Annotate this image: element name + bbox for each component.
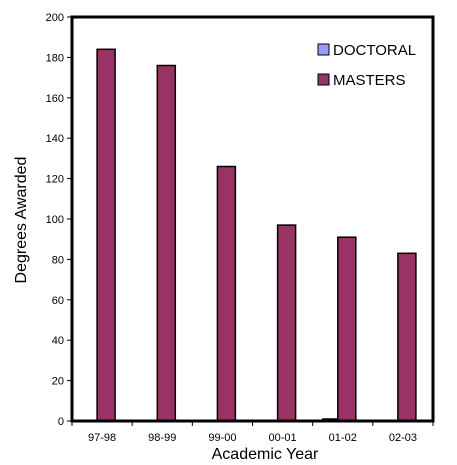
x-axis-title: Academic Year — [212, 446, 319, 463]
y-tick-label: 20 — [52, 376, 64, 388]
x-tick-label: 02-03 — [389, 432, 417, 444]
x-tick-label: 97-98 — [88, 432, 116, 444]
x-ticks: 97-98 98-99 99-00 00-01 01-02 02-03 — [71, 421, 434, 444]
y-tick-label: 140 — [46, 133, 64, 145]
legend-swatch-doctoral — [317, 43, 330, 56]
y-axis-title: Degrees Awarded — [13, 157, 30, 284]
y-tick-label: 180 — [46, 52, 64, 64]
y-tick-label: 120 — [46, 174, 64, 186]
x-tick-label: 00-01 — [269, 432, 297, 444]
x-tick-label: 98-99 — [148, 432, 176, 444]
bar-masters-97-98 — [96, 48, 116, 422]
y-tick-label: 200 — [46, 12, 64, 24]
bar-masters-02-03 — [397, 252, 417, 422]
legend: DOCTORAL MASTERS — [317, 42, 416, 89]
y-tick-label: 60 — [52, 295, 64, 307]
legend-swatch-masters — [317, 73, 330, 86]
x-tick-label: 01-02 — [329, 432, 357, 444]
bars-layer — [96, 48, 417, 422]
legend-label-doctoral: DOCTORAL — [333, 42, 416, 59]
y-tick-label: 160 — [46, 93, 64, 105]
y-tick-label: 80 — [52, 254, 64, 266]
y-ticks: 0 20 40 60 80 100 120 140 160 180 200 — [46, 12, 72, 428]
x-tick-label: 99-00 — [208, 432, 236, 444]
legend-label-masters: MASTERS — [333, 72, 406, 89]
y-tick-label: 40 — [52, 335, 64, 347]
bar-masters-01-02 — [337, 236, 357, 422]
bar-masters-99-00 — [216, 165, 237, 422]
y-tick-label: 0 — [58, 416, 64, 428]
y-tick-label: 100 — [46, 214, 64, 226]
bar-masters-98-99 — [156, 64, 177, 422]
bar-masters-00-01 — [276, 224, 297, 422]
